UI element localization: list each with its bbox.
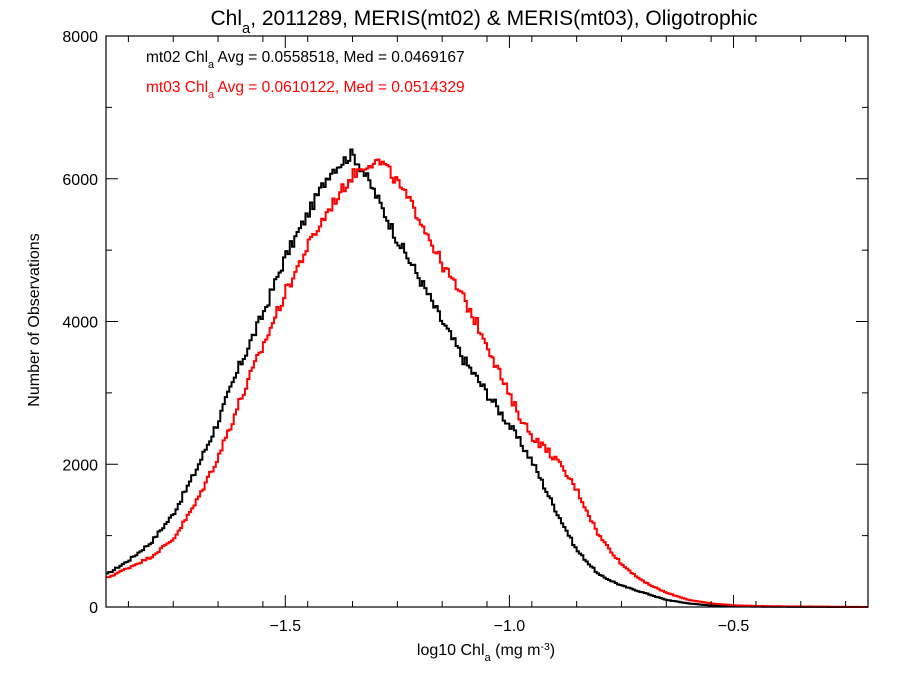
x-tick-label: −0.5 [718, 618, 750, 635]
series-layer [106, 148, 868, 608]
annotation-mt02: mt02 Chla Avg = 0.0558518, Med = 0.04691… [146, 49, 465, 71]
y-tick-label: 8000 [62, 29, 98, 46]
annotation-mt03: mt03 Chla Avg = 0.0610122, Med = 0.05143… [146, 79, 465, 101]
series-mt03-line [106, 158, 868, 608]
chart-title: Chla, 2011289, MERIS(mt02) & MERIS(mt03)… [211, 7, 758, 37]
x-axis-label: log10 Chla (mg m-3) [417, 642, 555, 665]
plot-frame [105, 35, 869, 608]
y-tick-label: 0 [89, 600, 98, 617]
tick-layer: −1.5 −1.0 −0.5 0 2000 4000 6000 8000 [62, 29, 868, 635]
y-axis-label: Number of Observations [26, 233, 43, 406]
series-mt02-line [106, 148, 868, 608]
y-tick-label: 2000 [62, 457, 98, 474]
y-tick-label: 4000 [62, 315, 98, 332]
x-tick-label: −1.5 [269, 618, 301, 635]
y-tick-label: 6000 [62, 172, 98, 189]
x-tick-label: −1.0 [494, 618, 526, 635]
